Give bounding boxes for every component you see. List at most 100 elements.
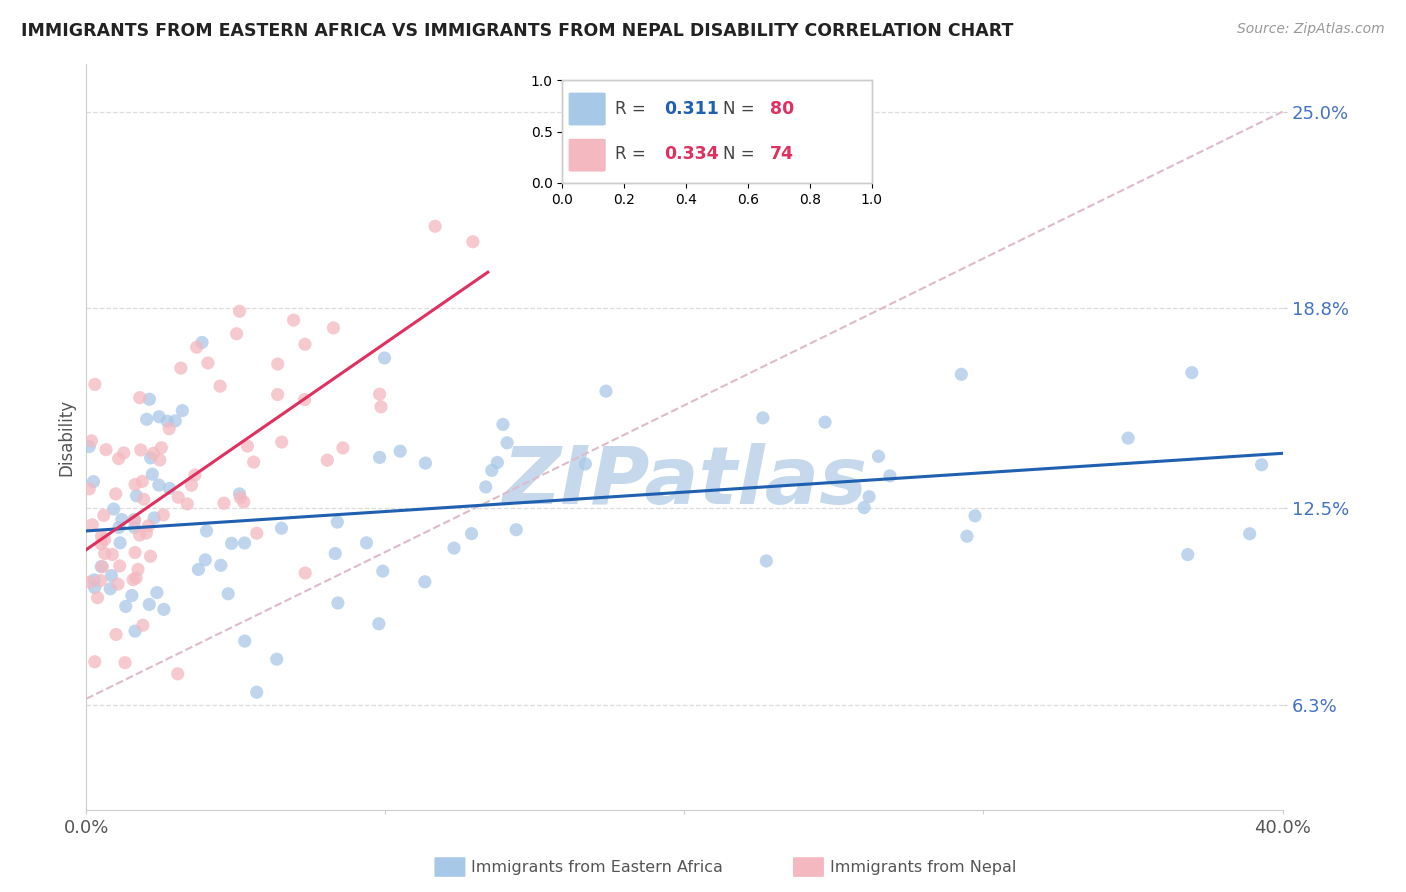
Point <box>461 235 484 249</box>
Text: R =: R = <box>614 100 645 118</box>
Point <box>108 558 131 573</box>
Point <box>153 602 176 616</box>
Point <box>242 455 264 469</box>
Text: 80: 80 <box>769 100 794 118</box>
Point <box>294 337 316 351</box>
Point <box>270 435 292 450</box>
Point <box>105 627 128 641</box>
Point <box>963 508 986 523</box>
Point <box>90 559 112 574</box>
Point <box>460 526 482 541</box>
Point <box>94 442 117 457</box>
Point <box>266 387 288 401</box>
Point <box>176 497 198 511</box>
Point <box>228 487 250 501</box>
Point <box>595 384 617 399</box>
Point <box>389 444 412 458</box>
Point <box>112 446 135 460</box>
Point <box>101 548 124 562</box>
Point <box>138 518 160 533</box>
Point <box>232 495 254 509</box>
Point <box>122 573 145 587</box>
Point <box>138 392 160 407</box>
Point <box>481 463 503 477</box>
Point <box>82 517 104 532</box>
Point <box>187 562 209 576</box>
Point <box>415 456 437 470</box>
Point <box>131 475 153 489</box>
Point <box>474 480 496 494</box>
Point <box>166 666 188 681</box>
Point <box>868 450 890 464</box>
Point <box>236 439 259 453</box>
Text: 0.311: 0.311 <box>665 100 720 118</box>
Point <box>135 526 157 541</box>
Point <box>326 596 349 610</box>
Point <box>127 562 149 576</box>
Point <box>814 415 837 429</box>
Point <box>148 409 170 424</box>
Point <box>165 414 187 428</box>
Point <box>121 589 143 603</box>
Point <box>132 492 155 507</box>
Point <box>124 477 146 491</box>
Point <box>93 508 115 523</box>
Text: Immigrants from Nepal: Immigrants from Nepal <box>830 860 1017 874</box>
Point <box>104 487 127 501</box>
Point <box>294 566 316 580</box>
Point <box>950 368 973 382</box>
Point <box>195 524 218 538</box>
Text: N =: N = <box>723 145 755 163</box>
FancyBboxPatch shape <box>568 139 606 171</box>
Point <box>100 568 122 582</box>
Text: R =: R = <box>614 145 645 163</box>
Point <box>370 400 392 414</box>
Point <box>332 441 354 455</box>
Point <box>128 391 150 405</box>
Point <box>86 591 108 605</box>
Point <box>148 478 170 492</box>
Point <box>172 403 194 417</box>
Point <box>1177 548 1199 562</box>
Point <box>858 490 880 504</box>
Point <box>128 528 150 542</box>
Point <box>492 417 515 432</box>
FancyBboxPatch shape <box>568 93 606 126</box>
Point <box>266 652 288 666</box>
Point <box>141 467 163 482</box>
Point <box>368 387 391 401</box>
Point <box>135 412 157 426</box>
Point <box>233 536 256 550</box>
Text: ZIPatlas: ZIPatlas <box>502 442 868 521</box>
Point <box>225 326 247 341</box>
Point <box>212 496 235 510</box>
Point <box>159 482 181 496</box>
Point <box>956 529 979 543</box>
Point <box>138 598 160 612</box>
Point <box>152 508 174 522</box>
Text: IMMIGRANTS FROM EASTERN AFRICA VS IMMIGRANTS FROM NEPAL DISABILITY CORRELATION C: IMMIGRANTS FROM EASTERN AFRICA VS IMMIGR… <box>21 22 1014 40</box>
Point <box>194 553 217 567</box>
Text: 74: 74 <box>769 145 793 163</box>
Point <box>879 468 901 483</box>
Point <box>368 450 391 465</box>
Point <box>114 656 136 670</box>
Point <box>496 435 519 450</box>
Point <box>322 321 344 335</box>
Point <box>132 618 155 632</box>
Point <box>283 313 305 327</box>
Point <box>423 219 446 234</box>
Point <box>1116 431 1139 445</box>
Point <box>486 455 509 469</box>
Point <box>373 351 395 365</box>
Point <box>143 511 166 525</box>
Point <box>90 537 112 551</box>
Text: N =: N = <box>723 100 755 118</box>
Point <box>1239 526 1261 541</box>
Point <box>111 512 134 526</box>
Point <box>107 577 129 591</box>
Point <box>209 379 232 393</box>
Point <box>114 599 136 614</box>
Point <box>91 559 114 574</box>
Point <box>853 500 876 515</box>
